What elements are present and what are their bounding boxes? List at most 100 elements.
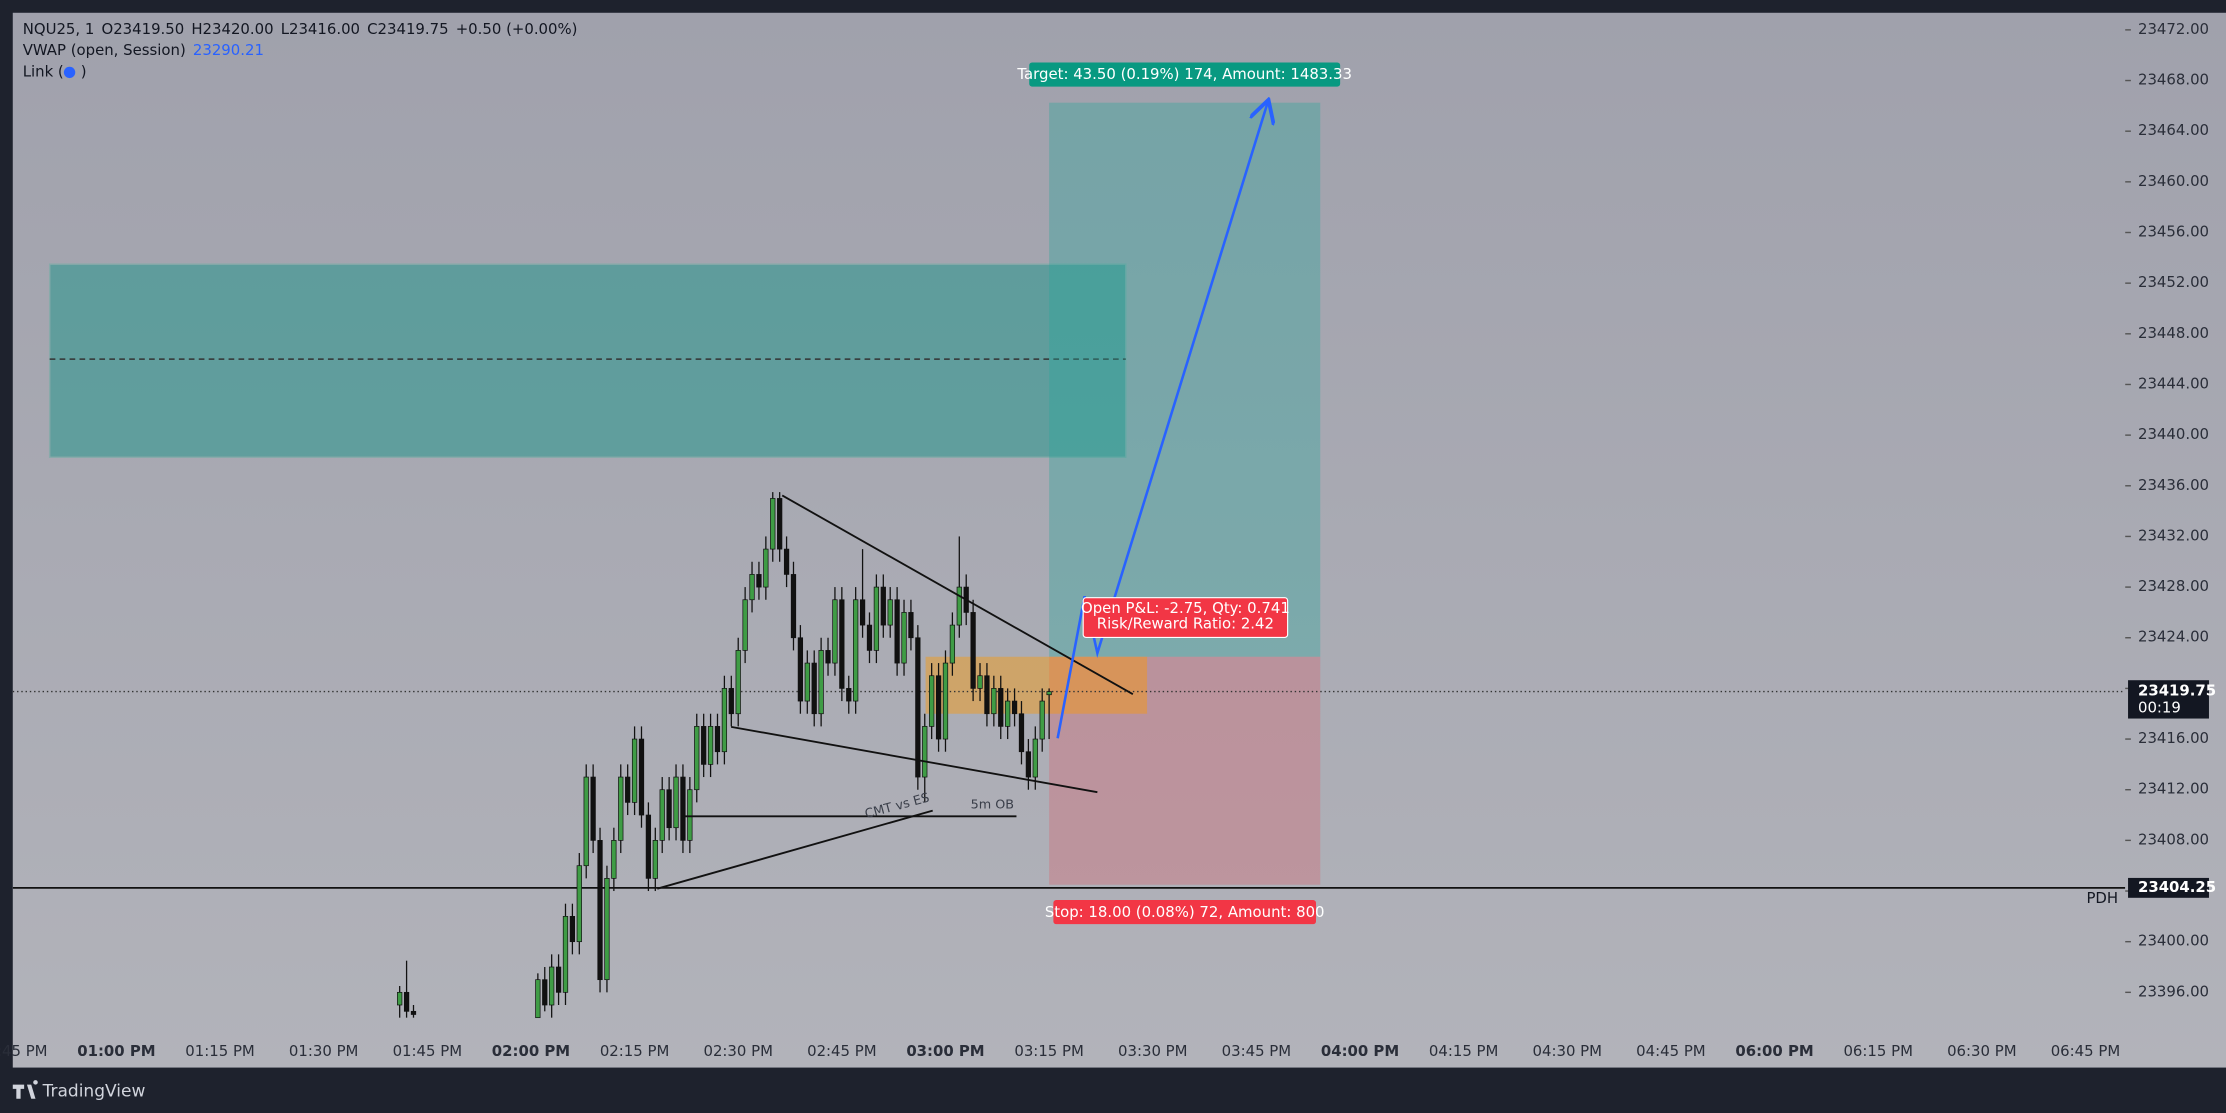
x-tick-label: 03:30 PM — [1118, 1042, 1187, 1060]
x-tick-label: 02:15 PM — [600, 1042, 669, 1060]
vwap-legend[interactable]: VWAP (open, Session) 23290.21 — [23, 41, 264, 59]
candle-body — [701, 726, 707, 765]
candle-body — [756, 574, 762, 588]
x-tick-label: 04:30 PM — [1533, 1042, 1602, 1060]
candle-body — [901, 612, 907, 664]
y-tick-label: 23436.00 — [2138, 476, 2209, 494]
y-tick-label: 23440.00 — [2138, 425, 2209, 443]
ohlc-header: NQU25, 1 O23419.50 H23420.00 L23416.00 C2341… — [23, 20, 578, 38]
vwap-name: VWAP (open, Session) — [23, 41, 186, 59]
candle-body — [949, 624, 956, 664]
candle-body — [770, 498, 776, 550]
candle-body — [1005, 700, 1011, 727]
x-tick-label: 03:45 PM — [1222, 1042, 1291, 1060]
pdh-label: PDH — [2086, 889, 2118, 907]
y-tick-label: 23472.00 — [2138, 20, 2209, 38]
candle-body — [597, 840, 603, 981]
x-tick-label: 06:45 PM — [2051, 1042, 2120, 1060]
brand: TradingView — [12, 1080, 146, 1102]
candle-body — [880, 586, 886, 626]
stop-label: Stop: 18.00 (0.08%) 72, Amount: 800 — [1045, 903, 1325, 921]
candle-body — [749, 574, 755, 601]
x-tick-label: 01:45 PM — [393, 1042, 462, 1060]
candle-body — [825, 650, 831, 664]
candle-body — [625, 776, 631, 803]
candle-body — [1018, 713, 1025, 753]
candle-body — [859, 599, 866, 626]
logo — [12, 1080, 38, 1099]
candle-body — [839, 599, 845, 689]
candle-body — [984, 675, 990, 715]
x-tick-label: 03:00 PM — [906, 1042, 984, 1060]
x-tick-label: 01:15 PM — [185, 1042, 254, 1060]
candle-body — [562, 916, 569, 993]
candle-body — [922, 726, 928, 778]
candle-body — [763, 548, 769, 588]
candle-body — [846, 688, 852, 702]
x-tick-label: 04:00 PM — [1321, 1042, 1399, 1060]
y-tick-label: 23464.00 — [2138, 121, 2209, 139]
candle-body — [832, 599, 838, 664]
candle-body — [542, 979, 548, 1006]
y-tick-label: 23396.00 — [2138, 982, 2209, 1000]
candle-body — [742, 599, 748, 651]
candle-body — [804, 662, 810, 702]
x-tick-label: 03:15 PM — [1014, 1042, 1083, 1060]
link-close: ) — [81, 62, 87, 80]
candle-body — [1046, 691, 1052, 696]
x-tick-label: 04:15 PM — [1429, 1042, 1498, 1060]
candle-body — [1025, 751, 1032, 778]
target-label-bg — [1029, 62, 1341, 87]
link-dot — [63, 66, 76, 79]
candle-body — [652, 840, 658, 879]
candle-body — [777, 498, 783, 550]
y-tick-label: 23452.00 — [2138, 273, 2209, 291]
close: C23419.75 — [367, 20, 448, 38]
candle-body — [583, 776, 589, 867]
candle-body — [555, 966, 562, 993]
candle-body — [977, 675, 983, 689]
x-tick-label: 02:00 PM — [492, 1042, 570, 1060]
x-tick-label: 01:00 PM — [77, 1042, 155, 1060]
candle-body — [680, 776, 686, 841]
y-tick-label: 23408.00 — [2138, 830, 2209, 848]
candle-body — [894, 599, 900, 664]
y-tick-label: 23400.00 — [2138, 932, 2209, 950]
link-legend[interactable]: Link () — [23, 62, 87, 80]
candle-body — [942, 662, 949, 740]
x-tick-label: 02:45 PM — [807, 1042, 876, 1060]
candle-body — [397, 991, 403, 1006]
countdown-label: 00:19 — [2138, 699, 2181, 717]
pnl-label-bg — [1082, 597, 1289, 638]
candle-body — [549, 966, 555, 1006]
candle-body — [818, 650, 824, 715]
brand-name[interactable]: TradingView — [42, 1082, 146, 1102]
pdh-box — [2128, 877, 2209, 898]
order-block — [925, 656, 1148, 714]
candle-body — [638, 738, 645, 816]
x-tick-label: 06:15 PM — [1843, 1042, 1912, 1060]
current-price-box — [2128, 680, 2209, 719]
x-tick-label: 06:00 PM — [1735, 1042, 1813, 1060]
candle-body — [694, 726, 700, 791]
pnl-label: Open P&L: -2.75, Qty: 0.741 — [1081, 599, 1290, 617]
target-zone — [1049, 102, 1321, 657]
chart-background — [12, 12, 2226, 1068]
pdh-price-label: 23404.25 — [2138, 878, 2216, 896]
candles — [397, 492, 1052, 1019]
symbol: NQU25, 1 — [23, 20, 95, 38]
change: +0.50 (+0.00%) — [456, 20, 578, 38]
y-tick-label: 23444.00 — [2138, 374, 2209, 392]
candle-body — [604, 878, 610, 981]
low: L23416.00 — [281, 20, 360, 38]
y-tick-label: 23412.00 — [2138, 780, 2209, 798]
rr-label: Risk/Reward Ratio: 2.42 — [1097, 615, 1274, 633]
x-tick-label: 02:30 PM — [703, 1042, 772, 1060]
candle-body — [666, 789, 672, 829]
candle-body — [735, 650, 741, 715]
open: O23419.50 — [101, 20, 184, 38]
candle-body — [403, 991, 410, 1012]
candle-body — [853, 599, 859, 702]
axes: 23396.0023400.0023404.0023408.0023412.00… — [0, 20, 2216, 1060]
